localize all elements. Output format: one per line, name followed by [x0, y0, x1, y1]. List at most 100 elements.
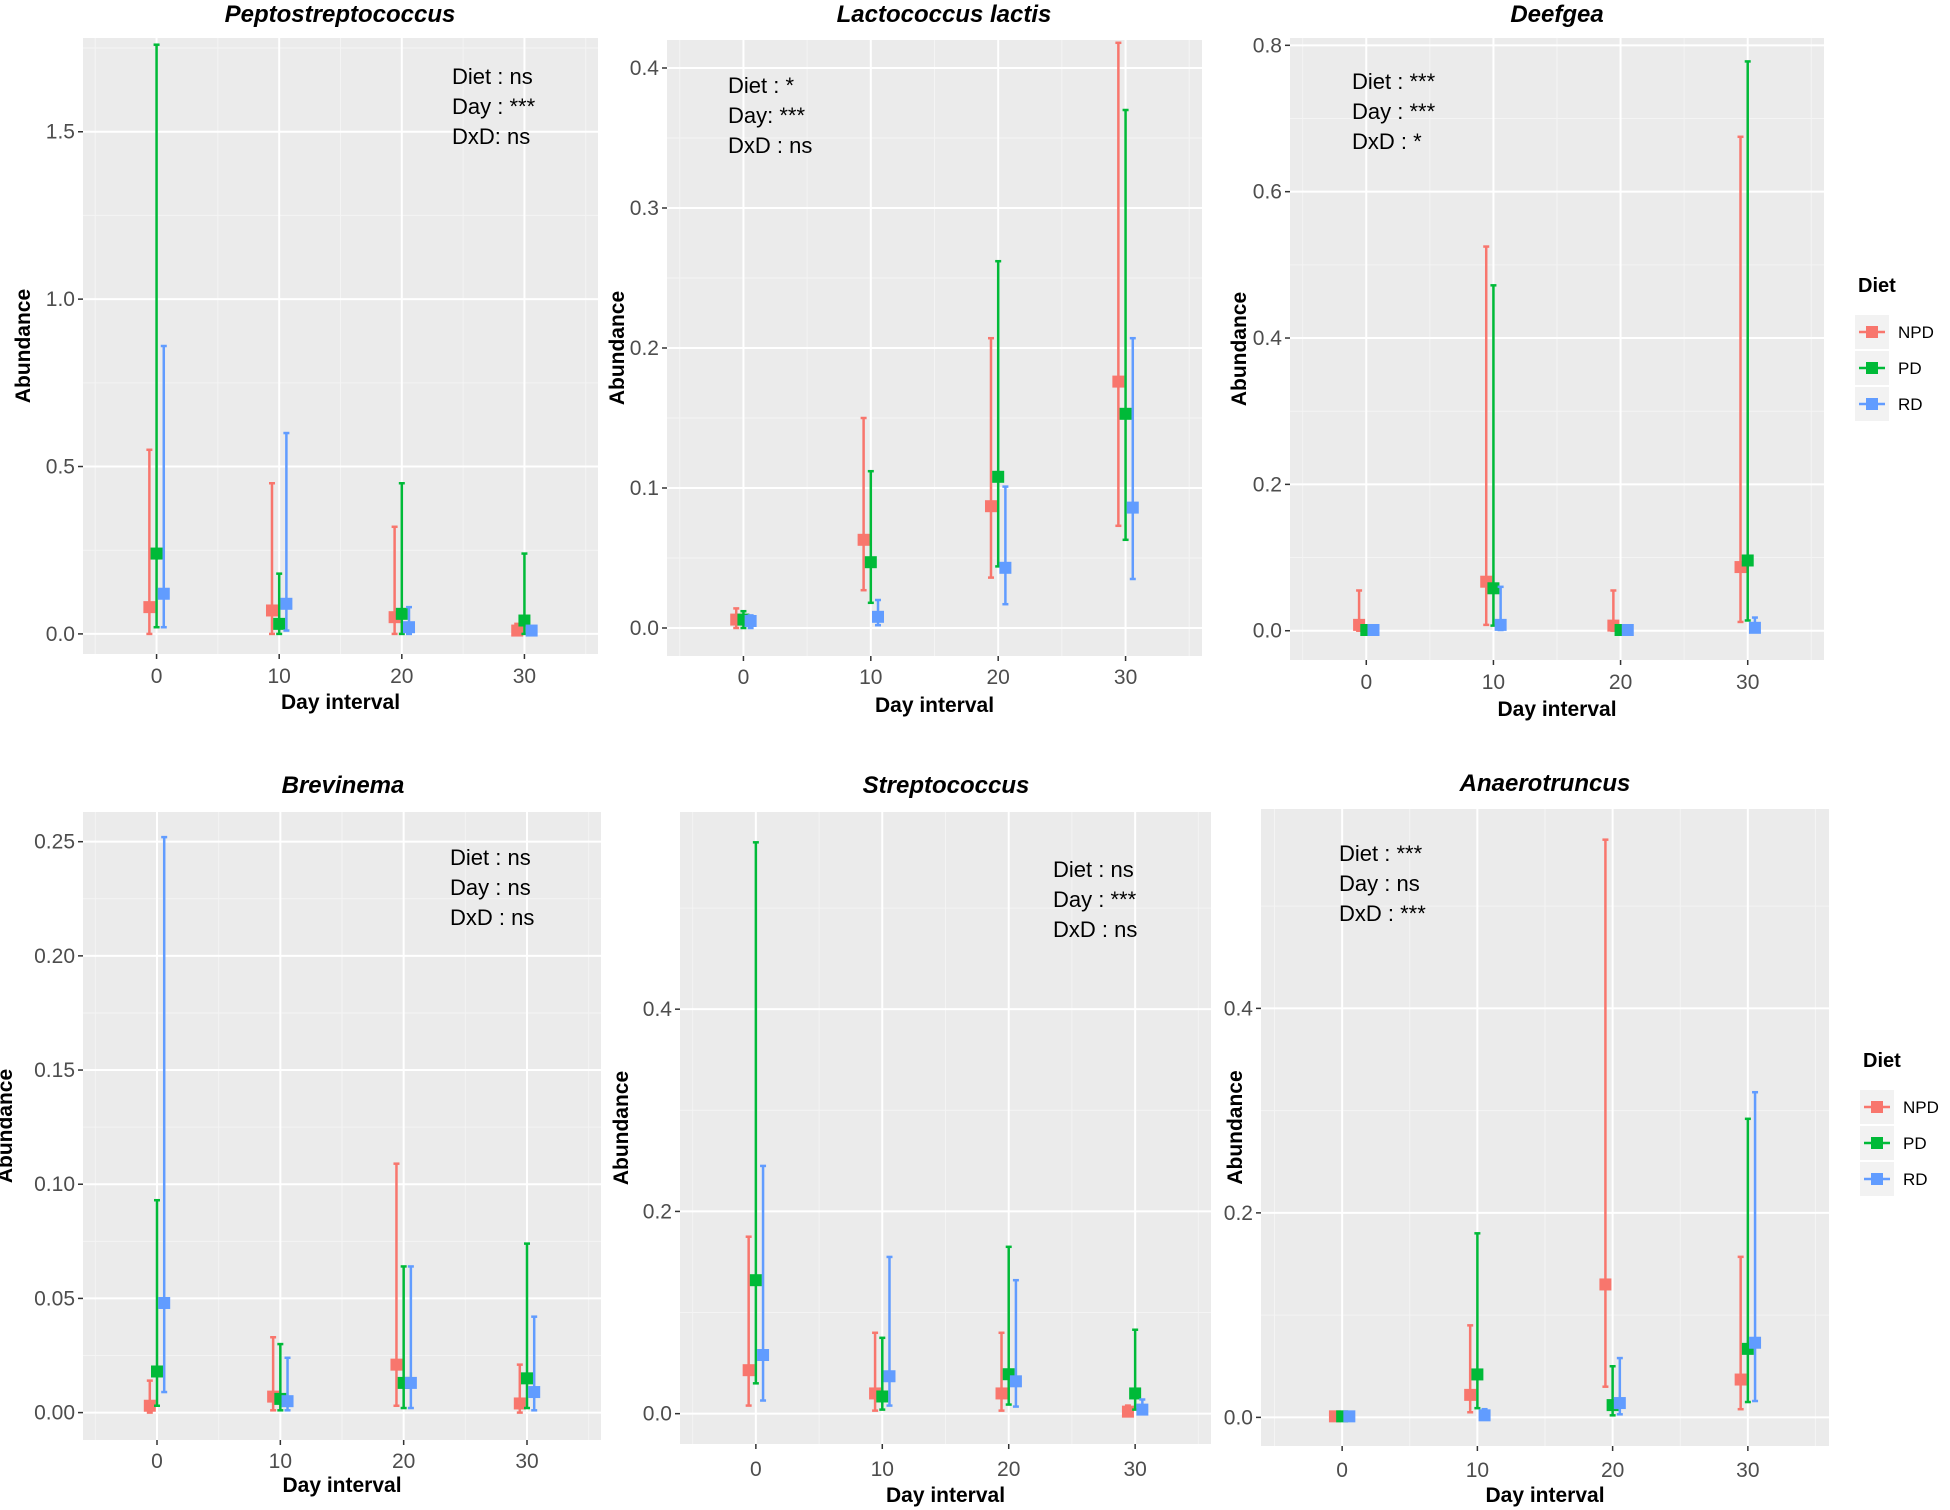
point-pd — [150, 547, 163, 560]
point-pd — [1471, 1368, 1484, 1381]
x-tick-label: 20 — [987, 666, 1010, 689]
y-tick-label: 1.0 — [46, 288, 75, 311]
point-npd — [511, 624, 524, 637]
point-pd — [749, 1274, 762, 1287]
x-axis-label: Day interval — [1497, 698, 1616, 721]
point-rd — [1343, 1410, 1356, 1423]
chart-title: Streptococcus — [863, 772, 1030, 799]
point-npd — [995, 1387, 1008, 1400]
x-axis-label: Day interval — [282, 1474, 401, 1497]
x-tick-label: 30 — [1123, 1458, 1146, 1481]
y-tick-label: 0.20 — [34, 945, 75, 968]
x-axis-label: Day interval — [1485, 1484, 1604, 1507]
point-pd — [521, 1372, 533, 1385]
point-rd — [999, 561, 1012, 574]
y-tick-label: 0.4 — [1224, 997, 1254, 1020]
significance-annotation: Diet : ns — [450, 845, 531, 870]
point-npd — [857, 533, 870, 546]
chart-panel: 0.00 0.05 0.10 0.15 0.20 0.25 0 10 20 30 Brevinema… — [0, 772, 601, 1497]
significance-annotation: Day : ns — [450, 875, 531, 900]
legend-title: Diet — [1858, 275, 1896, 297]
chart-panel: 0.0 0.2 0.4 0 10 20 30 Streptococcus Day interva… — [610, 772, 1211, 1507]
y-tick-label: 0.3 — [630, 197, 659, 220]
x-tick-label: 10 — [1482, 671, 1505, 694]
y-tick-label: 0.4 — [643, 998, 673, 1021]
y-tick-label: 0.2 — [643, 1200, 672, 1223]
point-npd — [143, 1399, 156, 1412]
chart-panel: 0.0 0.5 1.0 1.5 0 10 20 30 Peptostreptococcus Day… — [12, 1, 598, 714]
point-npd — [1464, 1388, 1477, 1401]
legend-title: Diet — [1863, 1050, 1901, 1072]
point-rd — [525, 624, 538, 637]
x-tick-label: 20 — [1609, 671, 1632, 694]
y-tick-label: 0.0 — [643, 1403, 672, 1426]
y-axis-label: Abundance — [0, 1069, 17, 1183]
point-npd — [1121, 1405, 1134, 1418]
x-tick-label: 20 — [390, 665, 413, 688]
point-pd — [992, 470, 1005, 483]
legend: Diet NPD PD RD — [1860, 1050, 1939, 1196]
point-pd — [1487, 582, 1500, 595]
legend-label-npd: NPD — [1898, 323, 1934, 342]
significance-annotation: Diet : * — [728, 73, 794, 98]
x-axis-label: Day interval — [281, 691, 400, 714]
significance-annotation: Diet : *** — [1339, 841, 1423, 866]
significance-annotation: DxD: ns — [452, 124, 530, 149]
point-rd — [281, 1395, 294, 1408]
point-npd — [143, 601, 156, 614]
significance-annotation: Day: *** — [728, 103, 805, 128]
chart-title: Lactococcus lactis — [837, 1, 1052, 28]
point-pd — [1741, 554, 1754, 567]
y-tick-label: 0.0 — [1253, 620, 1282, 643]
significance-annotation: DxD : ns — [728, 133, 812, 158]
y-tick-label: 0.05 — [34, 1287, 75, 1310]
x-tick-label: 20 — [392, 1450, 415, 1473]
y-axis-label: Abundance — [610, 1071, 633, 1185]
y-axis-label: Abundance — [1228, 292, 1251, 406]
point-npd — [984, 500, 997, 513]
point-pd — [1129, 1387, 1142, 1400]
point-rd — [1367, 623, 1380, 636]
point-pd — [273, 617, 286, 630]
point-rd — [158, 1296, 171, 1309]
point-rd — [1009, 1375, 1022, 1388]
legend-label-rd: RD — [1898, 395, 1923, 414]
point-npd — [742, 1364, 755, 1377]
point-npd — [265, 604, 278, 617]
x-tick-label: 10 — [1466, 1459, 1489, 1482]
significance-annotation: Day : *** — [1352, 99, 1436, 124]
chart-panel: 0.0 0.2 0.4 0.6 0.8 0 10 20 30 Deefgea Day interva… — [1228, 1, 1824, 721]
chart-title: Peptostreptococcus — [225, 1, 456, 28]
legend-label-pd: PD — [1903, 1134, 1927, 1153]
legend-label-npd: NPD — [1903, 1098, 1939, 1117]
legend-point-npd — [1871, 1101, 1883, 1113]
point-rd — [872, 610, 885, 623]
y-tick-label: 0.2 — [630, 337, 659, 360]
significance-annotation: DxD : ns — [450, 905, 534, 930]
y-tick-label: 0.0 — [1224, 1406, 1253, 1429]
chart-title: Deefgea — [1510, 1, 1603, 28]
point-rd — [1749, 1336, 1762, 1349]
point-rd — [403, 621, 416, 634]
legend: Diet NPD PD RD — [1855, 275, 1934, 421]
point-rd — [157, 587, 170, 600]
point-rd — [883, 1370, 896, 1383]
significance-annotation: DxD : ns — [1053, 917, 1137, 942]
legend-point-pd — [1871, 1137, 1883, 1149]
x-tick-label: 0 — [750, 1458, 762, 1481]
significance-annotation: Diet : ns — [1053, 857, 1134, 882]
significance-annotation: Day : *** — [452, 94, 536, 119]
significance-annotation: Day : ns — [1339, 871, 1420, 896]
point-pd — [876, 1390, 889, 1403]
y-axis-label: Abundance — [12, 289, 35, 403]
x-tick-label: 10 — [859, 666, 882, 689]
x-tick-label: 0 — [1360, 671, 1372, 694]
point-pd — [395, 607, 408, 620]
x-tick-label: 30 — [513, 665, 536, 688]
y-tick-label: 0.0 — [46, 623, 75, 646]
chart-title: Brevinema — [282, 772, 405, 799]
x-tick-label: 10 — [268, 665, 291, 688]
point-npd — [390, 1358, 403, 1371]
x-tick-label: 0 — [738, 666, 750, 689]
